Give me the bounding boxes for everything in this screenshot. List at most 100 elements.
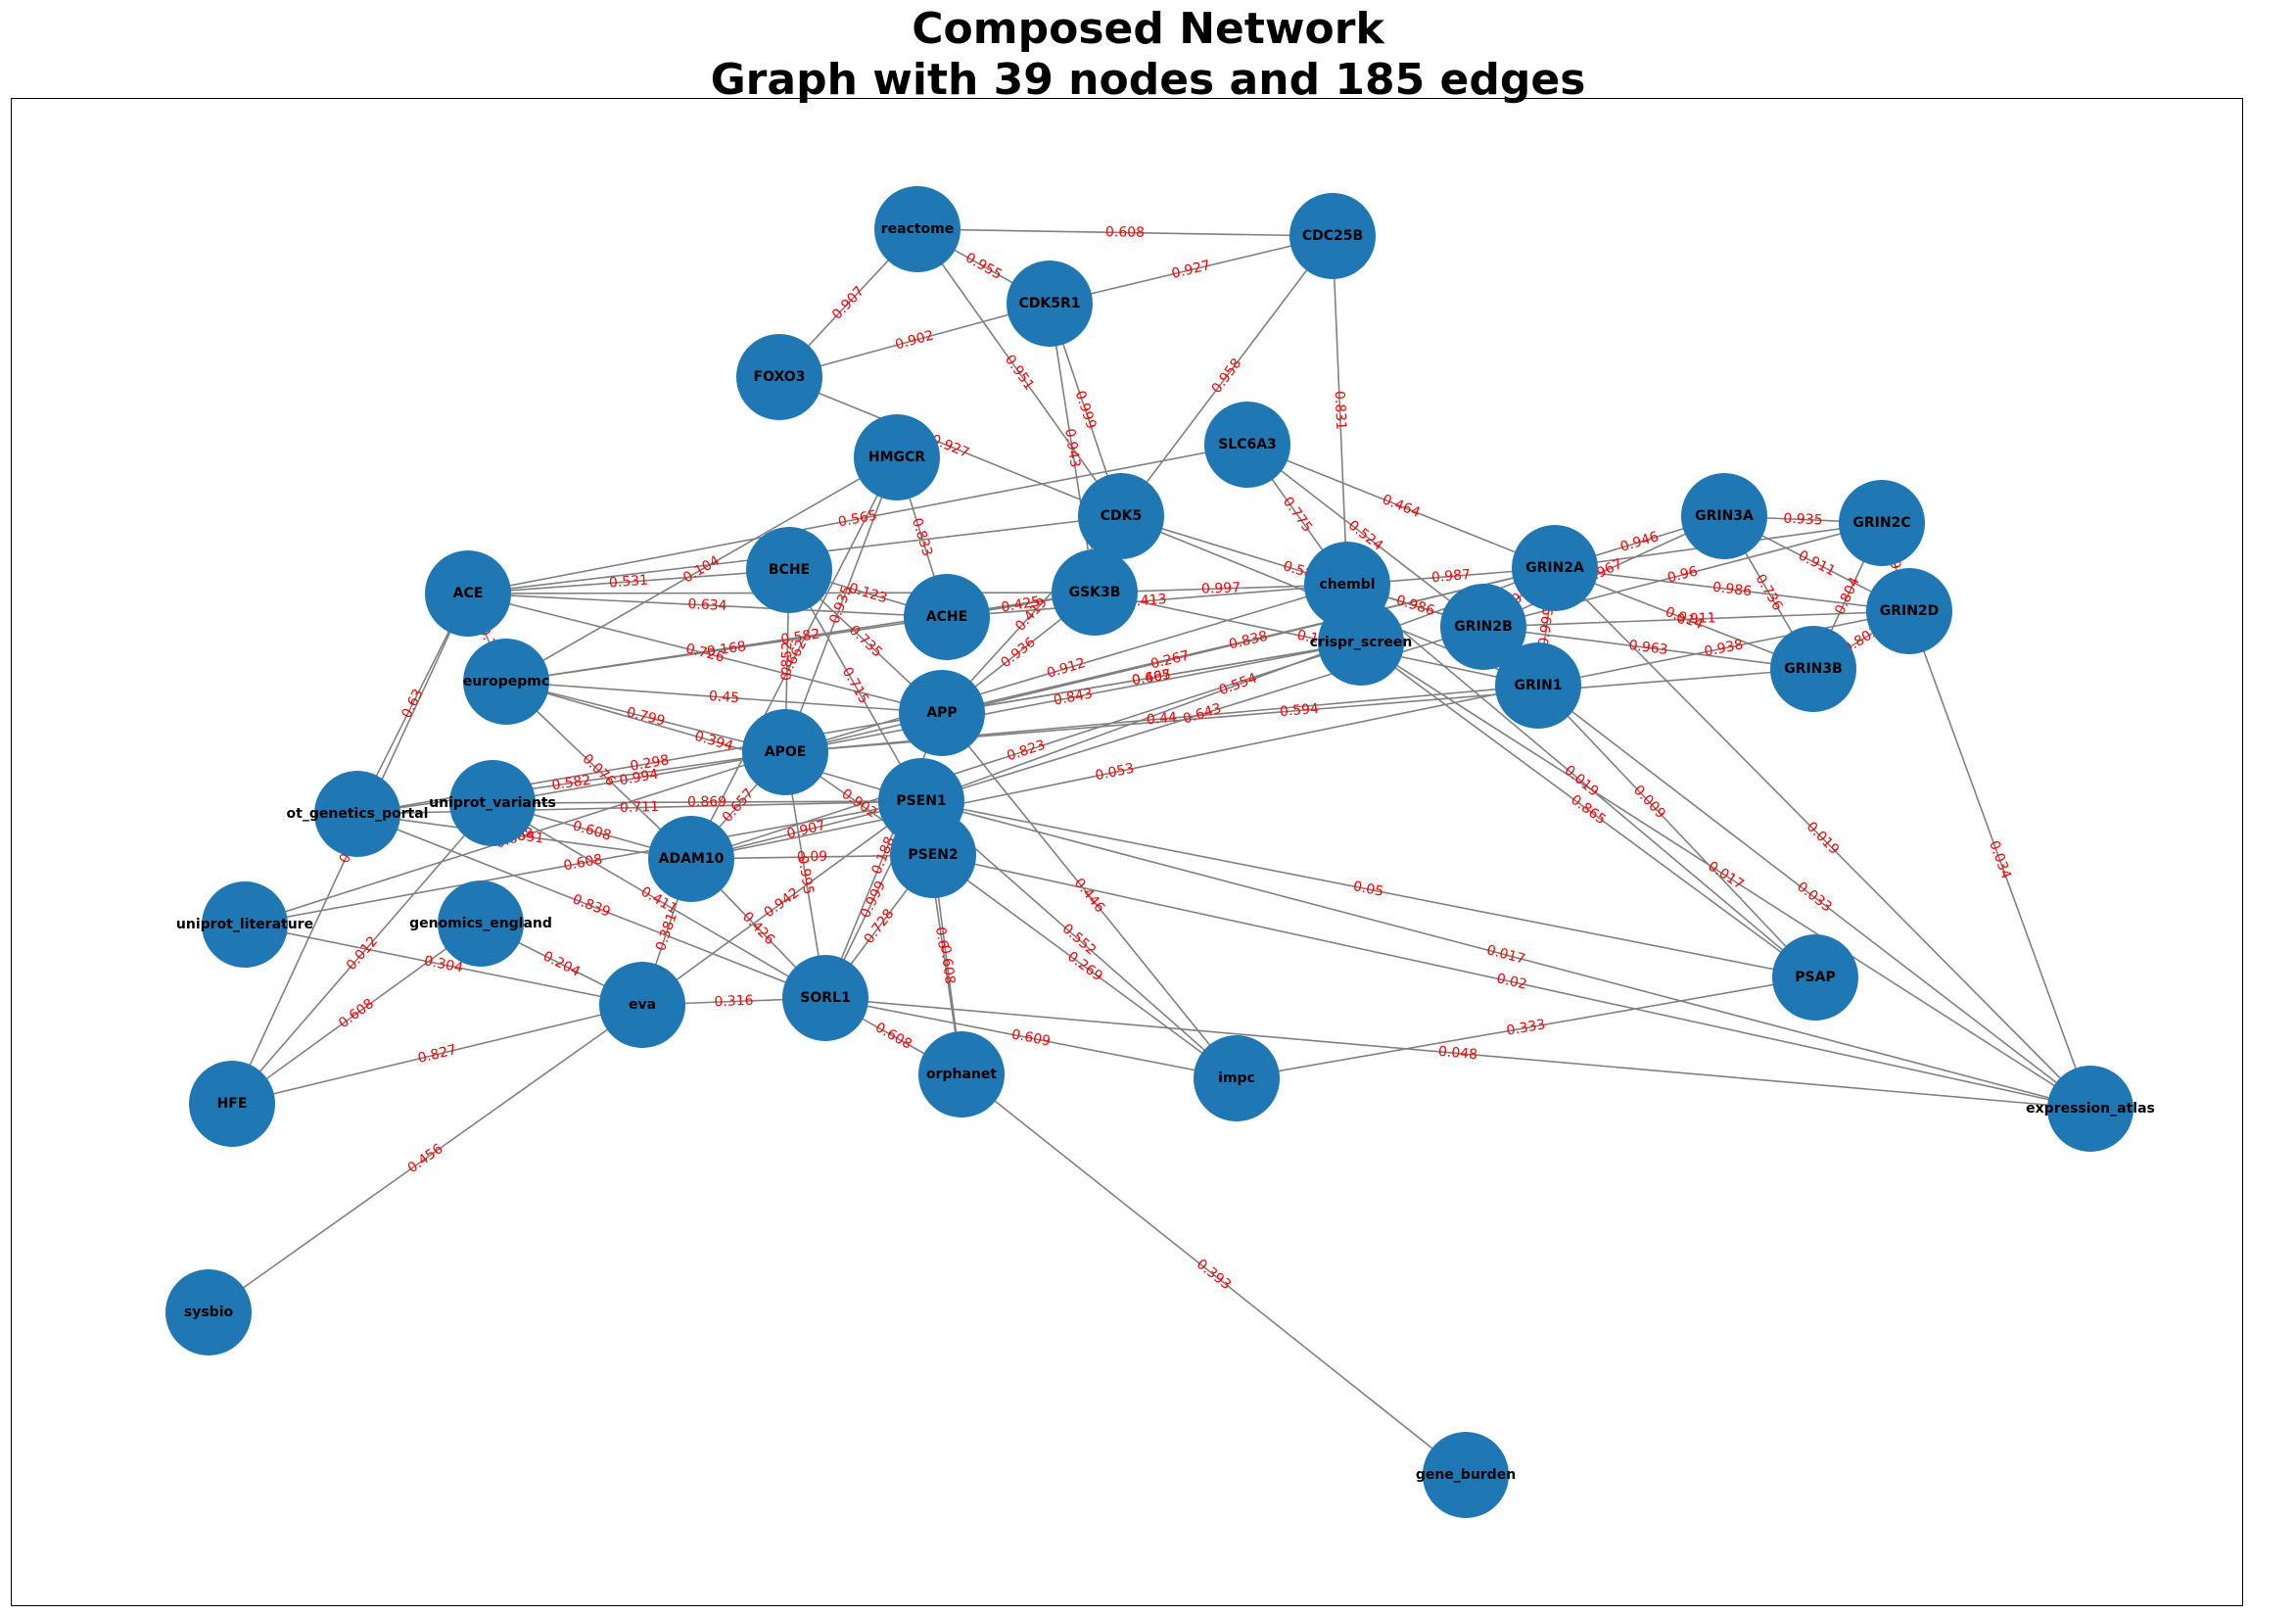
- node-circle[interactable]: [599, 962, 685, 1048]
- node-circle[interactable]: [425, 550, 511, 637]
- node-grin3b[interactable]: GRIN3B: [1770, 626, 1856, 712]
- node-gene-burden[interactable]: gene_burden: [1416, 1432, 1516, 1518]
- node-circle[interactable]: [1194, 1035, 1280, 1121]
- node-circle[interactable]: [449, 760, 536, 846]
- node-circle[interactable]: [1423, 1432, 1509, 1518]
- node-impc[interactable]: impc: [1194, 1035, 1280, 1121]
- node-circle[interactable]: [854, 414, 940, 500]
- edge-uniprot-literature-eva: [244, 924, 643, 1006]
- node-label: reactome: [881, 221, 955, 237]
- node-circle[interactable]: [1512, 525, 1598, 611]
- edge-weight-label: 0.304: [423, 953, 465, 976]
- edge-weight-label: 0.017: [1705, 858, 1746, 892]
- node-circle[interactable]: [1495, 642, 1581, 729]
- node-circle[interactable]: [648, 816, 734, 902]
- node-circle[interactable]: [1007, 261, 1093, 347]
- node-hfe[interactable]: HFE: [189, 1061, 275, 1147]
- node-ot-genetics-portal[interactable]: ot_genetics_portal: [287, 771, 429, 857]
- node-circle[interactable]: [1770, 626, 1856, 712]
- node-gsk3b[interactable]: GSK3B: [1052, 549, 1138, 636]
- node-app[interactable]: APP: [899, 670, 985, 756]
- node-sysbio[interactable]: sysbio: [165, 1269, 252, 1355]
- node-circle[interactable]: [899, 670, 985, 756]
- node-crispr-screen[interactable]: crispr_screen: [1310, 599, 1413, 686]
- node-circle[interactable]: [189, 1061, 275, 1147]
- node-label: HMGCR: [868, 450, 925, 465]
- node-circle[interactable]: [2047, 1066, 2133, 1152]
- node-hmgcr[interactable]: HMGCR: [854, 414, 940, 500]
- node-foxo3[interactable]: FOXO3: [736, 334, 822, 420]
- node-label: ot_genetics_portal: [287, 806, 429, 822]
- node-grin2c[interactable]: GRIN2C: [1839, 480, 1925, 566]
- node-circle[interactable]: [746, 527, 832, 613]
- node-europepmc[interactable]: europepmc: [463, 639, 549, 725]
- edge-cdc25b-chembl: [1332, 235, 1348, 586]
- node-cdk5[interactable]: CDK5: [1078, 473, 1164, 559]
- node-circle[interactable]: [890, 812, 976, 898]
- node-circle[interactable]: [438, 880, 524, 967]
- node-psap[interactable]: PSAP: [1772, 934, 1858, 1021]
- node-circle[interactable]: [874, 186, 961, 272]
- node-label: impc: [1218, 1070, 1255, 1086]
- node-circle[interactable]: [1839, 480, 1925, 566]
- node-grin2d[interactable]: GRIN2D: [1866, 568, 1952, 654]
- node-grin3a[interactable]: GRIN3A: [1681, 473, 1767, 559]
- node-cdk5r1[interactable]: CDK5R1: [1007, 261, 1093, 347]
- node-circle[interactable]: [202, 881, 288, 968]
- edge-slc6a3-grin2b: [1246, 444, 1484, 628]
- edge-weight-label: 0.465: [1131, 667, 1172, 689]
- node-circle[interactable]: [918, 1031, 1005, 1117]
- edge-weight-label: 0.582: [551, 773, 592, 794]
- node-expression-atlas[interactable]: expression_atlas: [2026, 1066, 2155, 1152]
- node-genomics-england[interactable]: genomics_england: [409, 880, 552, 967]
- node-circle[interactable]: [1289, 193, 1376, 279]
- edge-psen1-psap: [920, 800, 1816, 978]
- node-eva[interactable]: eva: [599, 962, 685, 1048]
- edge-hfe-eva: [231, 1004, 643, 1105]
- edge-layer: [208, 228, 2091, 1476]
- edge-gsk3b-grin1: [1094, 592, 1539, 687]
- node-circle[interactable]: [1772, 934, 1858, 1021]
- edge-weight-label: 0.852: [779, 642, 796, 681]
- node-circle[interactable]: [742, 709, 828, 795]
- node-circle[interactable]: [1052, 549, 1138, 636]
- node-circle[interactable]: [1440, 584, 1526, 670]
- node-bche[interactable]: BCHE: [746, 527, 832, 613]
- node-circle[interactable]: [165, 1269, 252, 1355]
- node-circle[interactable]: [904, 574, 990, 660]
- node-apoe[interactable]: APOE: [742, 709, 828, 795]
- node-grin2b[interactable]: GRIN2B: [1440, 584, 1526, 670]
- node-ace[interactable]: ACE: [425, 550, 511, 637]
- node-reactome[interactable]: reactome: [874, 186, 961, 272]
- edge-weight-label: 0.951: [1002, 353, 1037, 394]
- node-uniprot-variants[interactable]: uniprot_variants: [429, 760, 556, 846]
- node-uniprot-literature[interactable]: uniprot_literature: [176, 881, 313, 968]
- node-circle[interactable]: [1204, 402, 1290, 488]
- node-psen2[interactable]: PSEN2: [890, 812, 976, 898]
- node-circle[interactable]: [1318, 599, 1404, 686]
- page-title: Composed Network Graph with 39 nodes and…: [0, 4, 2296, 106]
- node-circle[interactable]: [1866, 568, 1952, 654]
- edge-uniprot-literature-psen1: [244, 800, 922, 926]
- node-orphanet[interactable]: orphanet: [918, 1031, 1005, 1117]
- node-sorl1[interactable]: SORL1: [782, 955, 868, 1041]
- node-grin1[interactable]: GRIN1: [1495, 642, 1581, 729]
- edge-orphanet-gene-burden: [961, 1073, 1467, 1476]
- edge-weight-label: 0.943: [1061, 427, 1083, 468]
- node-cdc25b[interactable]: CDC25B: [1289, 193, 1376, 279]
- node-circle[interactable]: [463, 639, 549, 725]
- edge-weight-label: 0.053: [1094, 761, 1135, 784]
- node-ache[interactable]: ACHE: [904, 574, 990, 660]
- node-circle[interactable]: [736, 334, 822, 420]
- node-circle[interactable]: [1681, 473, 1767, 559]
- node-circle[interactable]: [1078, 473, 1164, 559]
- node-slc6a3[interactable]: SLC6A3: [1204, 402, 1290, 488]
- node-adam10[interactable]: ADAM10: [648, 816, 734, 902]
- node-circle[interactable]: [782, 955, 868, 1041]
- node-circle[interactable]: [314, 771, 400, 857]
- edge-weight-label: 0.958: [1209, 356, 1245, 397]
- node-label: SLC6A3: [1218, 437, 1277, 452]
- edge-ace-app: [467, 593, 943, 714]
- node-grin2a[interactable]: GRIN2A: [1512, 525, 1598, 611]
